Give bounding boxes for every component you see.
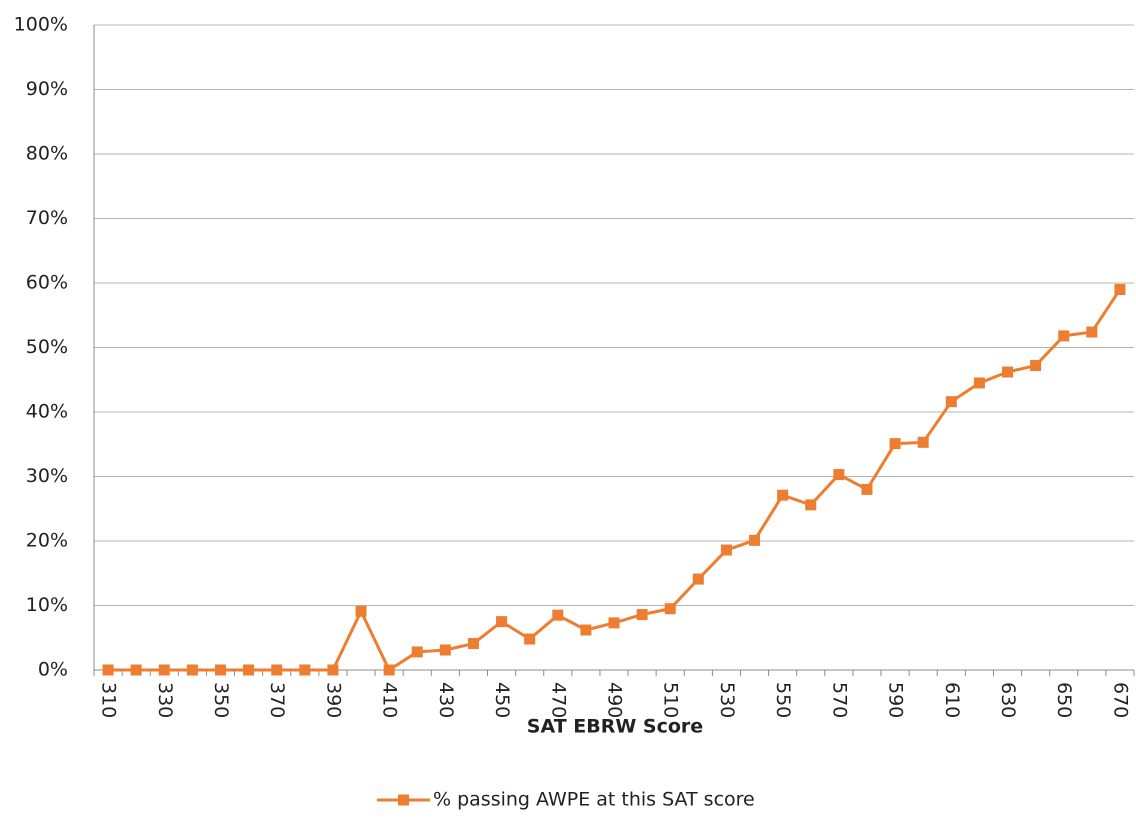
x-tick-label: 370: [266, 682, 288, 718]
y-tick-label: 0%: [38, 659, 68, 681]
x-tick-label: 530: [716, 682, 738, 718]
x-axis-title: SAT EBRW Score: [527, 716, 703, 738]
x-tick-label: 590: [885, 682, 907, 718]
data-point: [439, 644, 451, 656]
data-point: [1030, 360, 1042, 372]
data-point: [777, 489, 789, 501]
data-point: [158, 664, 170, 676]
data-point: [805, 499, 817, 511]
data-point: [186, 664, 198, 676]
x-tick-label: 390: [322, 682, 344, 718]
data-point: [524, 633, 536, 645]
y-tick-label: 10%: [26, 594, 68, 616]
y-tick-label: 40%: [26, 401, 68, 423]
data-point: [861, 483, 873, 495]
data-point: [130, 664, 142, 676]
data-point: [580, 624, 592, 636]
x-tick-label: 670: [1109, 682, 1131, 718]
x-tick-label: 490: [604, 682, 626, 718]
y-tick-label: 30%: [26, 465, 68, 487]
series-line: [108, 288, 1122, 672]
x-tick-label: 650: [1053, 682, 1075, 718]
y-tick-label: 60%: [26, 272, 68, 294]
data-point: [1086, 326, 1098, 338]
data-point: [327, 664, 339, 676]
data-point: [749, 534, 761, 546]
x-tick-label: 450: [491, 682, 513, 718]
data-point: [299, 664, 311, 676]
x-tick-label: 350: [210, 682, 232, 718]
y-tick-label: 50%: [26, 336, 68, 358]
x-tick-label: 570: [828, 682, 850, 718]
data-point: [411, 646, 423, 658]
data-point: [917, 436, 929, 448]
x-tick-label: 510: [660, 682, 682, 718]
data-point: [664, 603, 676, 615]
y-tick-label: 80%: [26, 143, 68, 165]
data-point: [973, 377, 985, 389]
data-point: [214, 664, 226, 676]
data-point: [1002, 366, 1014, 378]
legend-label: % passing AWPE at this SAT score: [433, 789, 755, 811]
x-tick-label: 330: [154, 682, 176, 718]
x-tick-label: 470: [547, 682, 569, 718]
x-tick-label: 410: [379, 682, 401, 718]
y-tick-label: 90%: [26, 78, 68, 100]
data-point: [692, 573, 704, 585]
data-point: [355, 605, 367, 617]
data-point: [1058, 330, 1070, 342]
x-tick-label: 430: [435, 682, 457, 718]
data-point: [243, 664, 255, 676]
data-point: [889, 438, 901, 450]
y-tick-label: 100%: [14, 14, 68, 36]
x-tick-label: 630: [997, 682, 1019, 718]
data-point: [833, 469, 845, 481]
data-point: [496, 616, 508, 628]
y-tick-label: 70%: [26, 207, 68, 229]
data-point: [102, 664, 114, 676]
x-tick-label: 610: [941, 682, 963, 718]
data-point: [720, 544, 732, 556]
data-point: [271, 664, 283, 676]
data-point: [608, 617, 620, 629]
data-point: [552, 609, 564, 621]
y-tick-label: 20%: [26, 530, 68, 552]
data-point: [945, 396, 957, 408]
data-point: [636, 609, 648, 621]
data-point: [467, 638, 479, 650]
legend-marker: [398, 794, 409, 806]
x-tick-label: 550: [772, 682, 794, 718]
data-point: [1114, 283, 1126, 295]
data-point: [383, 664, 395, 676]
x-tick-label: 310: [98, 682, 120, 718]
